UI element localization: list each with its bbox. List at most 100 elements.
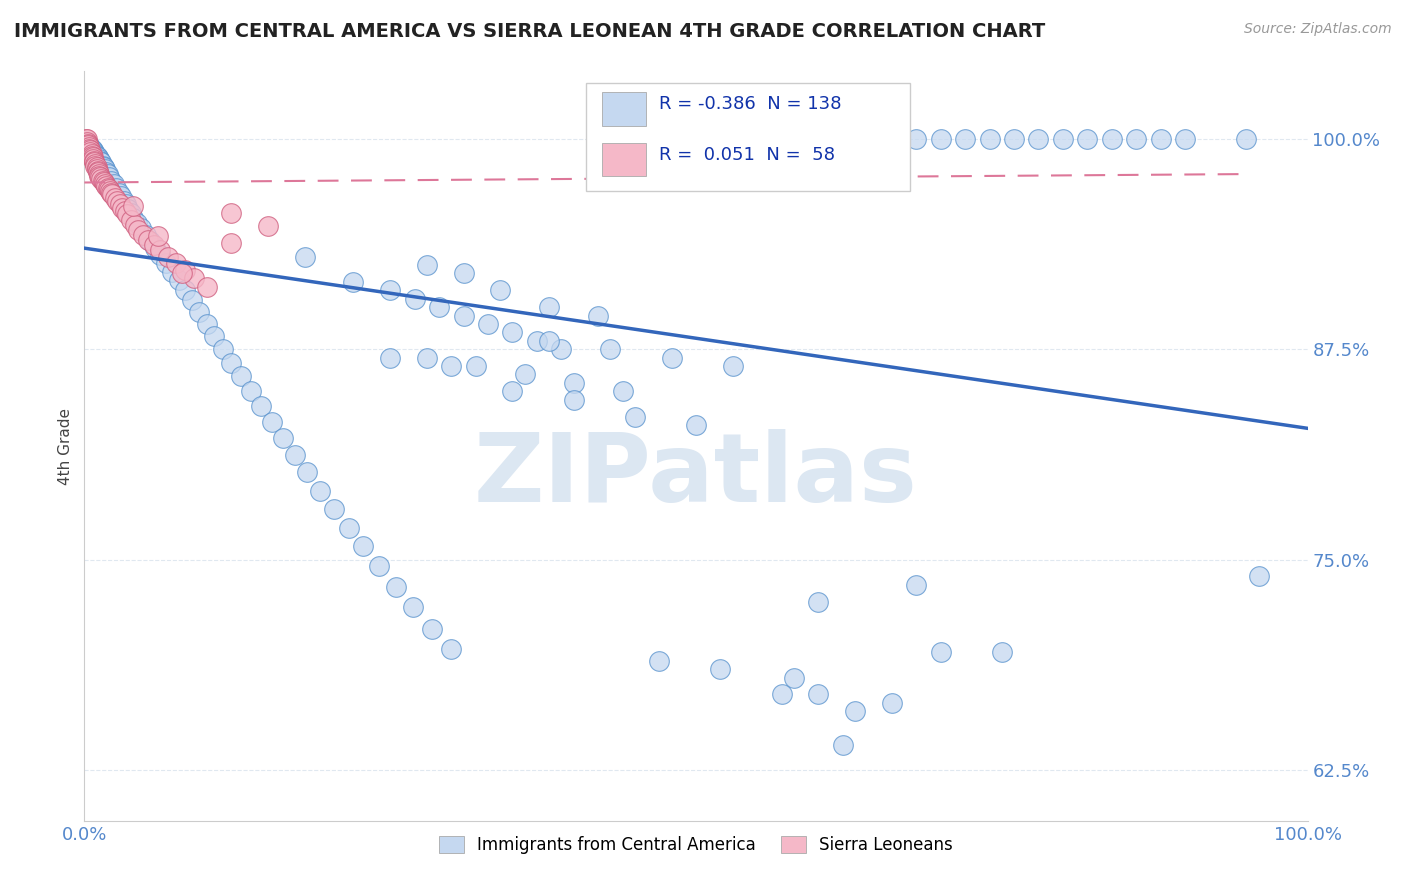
- Point: [1028, 132, 1050, 146]
- Point: [84, 159, 107, 173]
- Point: [453, 267, 475, 281]
- Point: [550, 342, 572, 356]
- Point: [783, 671, 806, 685]
- Point: [77, 140, 100, 154]
- Point: [648, 132, 671, 146]
- Point: [77, 138, 100, 153]
- Point: [1076, 132, 1098, 146]
- Point: [90, 155, 112, 169]
- Point: [173, 263, 195, 277]
- Point: [991, 645, 1014, 659]
- Point: [385, 580, 408, 594]
- Point: [284, 448, 307, 462]
- Point: [97, 170, 120, 185]
- Point: [188, 305, 211, 319]
- Point: [929, 132, 952, 146]
- Point: [697, 132, 720, 146]
- Point: [80, 142, 103, 156]
- Point: [136, 233, 159, 247]
- Text: IMMIGRANTS FROM CENTRAL AMERICA VS SIERRA LEONEAN 4TH GRADE CORRELATION CHART: IMMIGRANTS FROM CENTRAL AMERICA VS SIERR…: [14, 22, 1045, 41]
- Point: [100, 186, 122, 200]
- Point: [404, 292, 426, 306]
- Point: [402, 599, 425, 614]
- Point: [758, 132, 780, 146]
- Point: [103, 177, 125, 191]
- Point: [599, 342, 621, 356]
- Point: [352, 539, 374, 553]
- Point: [82, 150, 104, 164]
- Point: [1247, 569, 1270, 583]
- Point: [80, 146, 103, 161]
- Point: [101, 187, 124, 202]
- Point: [1052, 132, 1074, 146]
- Point: [1125, 132, 1147, 146]
- Point: [93, 161, 115, 175]
- Point: [127, 222, 149, 236]
- Point: [120, 212, 142, 227]
- Point: [271, 432, 294, 446]
- Point: [100, 174, 122, 188]
- Point: [239, 384, 262, 399]
- Point: [337, 521, 360, 535]
- Point: [156, 250, 179, 264]
- Point: [342, 275, 364, 289]
- Point: [82, 152, 104, 166]
- Point: [586, 132, 609, 146]
- Point: [132, 227, 155, 242]
- Point: [124, 218, 146, 232]
- Point: [183, 271, 205, 285]
- Point: [929, 645, 952, 659]
- Point: [562, 392, 585, 407]
- Point: [143, 237, 166, 252]
- Point: [104, 191, 127, 205]
- Point: [624, 409, 647, 424]
- Point: [87, 163, 110, 178]
- Point: [84, 157, 107, 171]
- Point: [79, 145, 101, 160]
- Point: [114, 204, 136, 219]
- Point: [97, 167, 120, 181]
- Point: [83, 145, 105, 160]
- Point: [93, 176, 115, 190]
- Point: [709, 662, 731, 676]
- Point: [122, 211, 145, 225]
- Point: [294, 250, 316, 264]
- Legend: Immigrants from Central America, Sierra Leoneans: Immigrants from Central America, Sierra …: [432, 830, 960, 861]
- Point: [139, 235, 162, 249]
- Point: [249, 400, 271, 414]
- Point: [807, 687, 830, 701]
- Point: [1174, 132, 1197, 146]
- Point: [880, 132, 903, 146]
- Point: [96, 178, 118, 193]
- Point: [117, 202, 139, 217]
- Point: [538, 300, 561, 314]
- Point: [96, 165, 118, 179]
- Point: [107, 186, 129, 200]
- Point: [165, 256, 187, 270]
- Point: [173, 283, 195, 297]
- Point: [661, 351, 683, 365]
- Point: [129, 221, 152, 235]
- Point: [831, 738, 853, 752]
- Point: [105, 180, 128, 194]
- Point: [125, 216, 148, 230]
- Point: [89, 170, 111, 185]
- Point: [98, 184, 121, 198]
- Point: [538, 334, 561, 348]
- Point: [309, 483, 332, 498]
- Point: [76, 132, 98, 146]
- Point: [94, 177, 117, 191]
- Point: [513, 368, 536, 382]
- FancyBboxPatch shape: [586, 83, 910, 191]
- Point: [87, 165, 110, 179]
- Point: [91, 174, 114, 188]
- Point: [229, 369, 252, 384]
- Point: [108, 197, 131, 211]
- Point: [122, 199, 145, 213]
- Point: [648, 654, 671, 668]
- Point: [905, 132, 928, 146]
- Point: [489, 283, 512, 297]
- Point: [87, 167, 110, 181]
- Point: [1002, 132, 1025, 146]
- Point: [211, 342, 233, 356]
